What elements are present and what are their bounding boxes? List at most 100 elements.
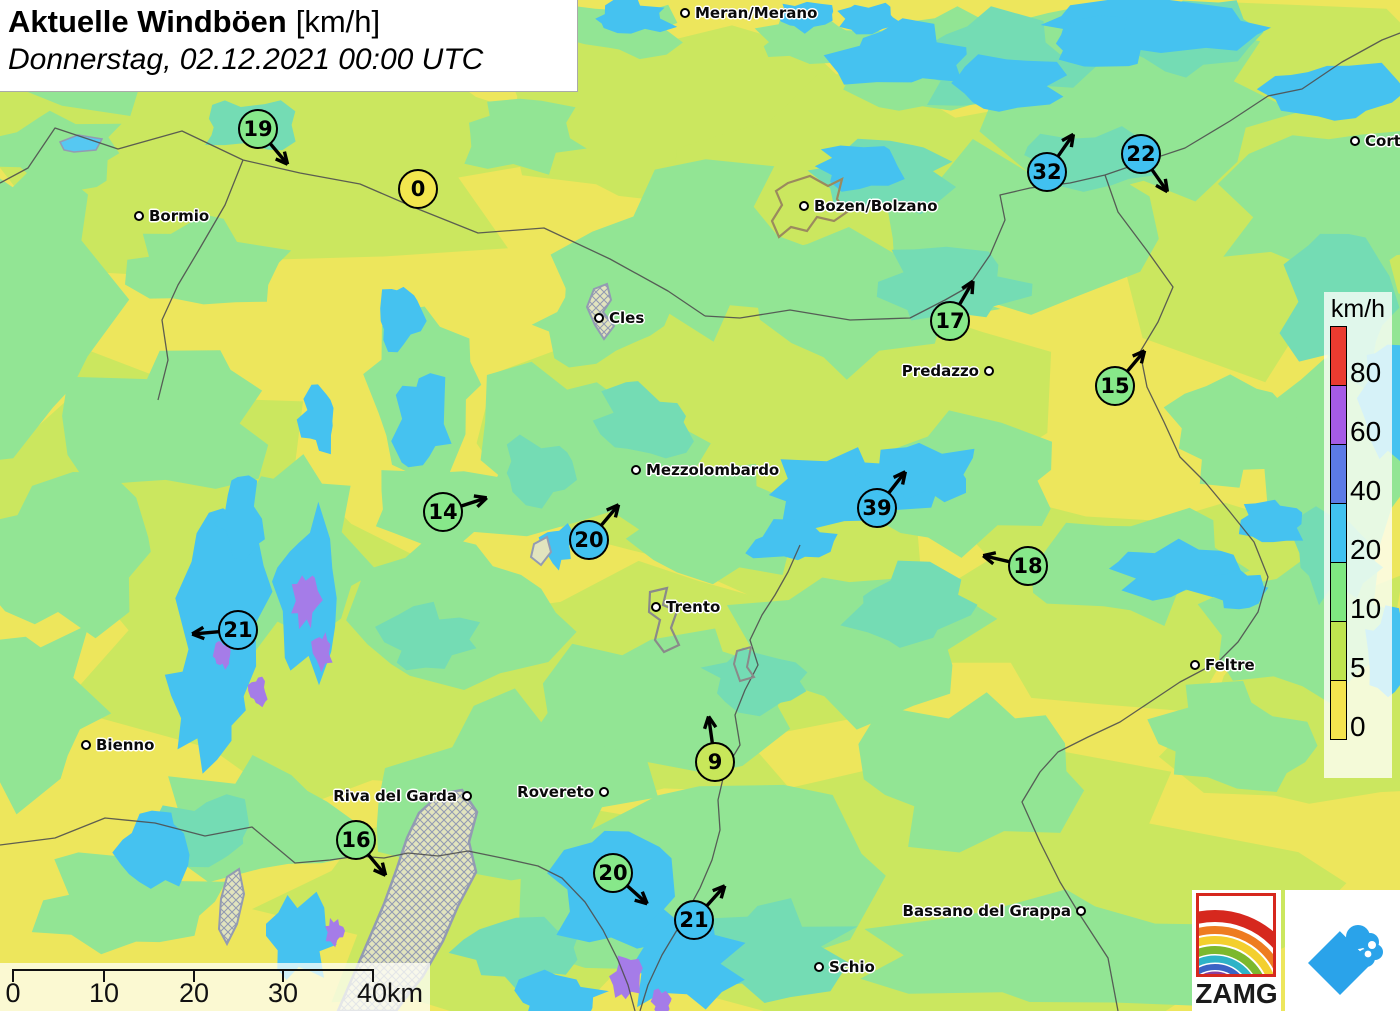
station-marker: 32	[1027, 152, 1067, 192]
scale-label: 40km	[356, 978, 424, 1008]
scale-label: 30	[267, 978, 299, 1008]
station-marker: 39	[857, 488, 897, 528]
legend-label: 5	[1350, 652, 1366, 683]
terrain-blob	[60, 444, 493, 807]
scale-label: 20	[178, 978, 210, 1008]
station-marker: 20	[593, 853, 633, 893]
terrain-blob	[1163, 374, 1307, 488]
map-title: Aktuelle Windböen [km/h]	[8, 3, 569, 42]
station-value: 0	[410, 177, 426, 201]
legend-segment	[1330, 562, 1347, 622]
station-marker: 20	[569, 520, 609, 560]
terrain-blob	[1256, 62, 1400, 121]
station-value: 14	[428, 500, 458, 524]
zamg-logo-text: ZAMG	[1195, 978, 1278, 1009]
scale-tick	[103, 969, 105, 982]
city: Meran/Merano	[680, 4, 817, 22]
terrain-blob	[609, 955, 643, 1000]
city-label: Cles	[609, 309, 645, 327]
legend-segment	[1330, 680, 1347, 740]
station-value: 39	[862, 496, 892, 520]
station-value: 21	[679, 908, 709, 932]
city: Cles	[594, 309, 644, 327]
terrain-blob	[1108, 538, 1241, 601]
legend-label: 60	[1350, 416, 1382, 447]
terrain-blob	[266, 891, 337, 980]
scale-tick	[372, 969, 374, 982]
city-label: Schio	[829, 958, 875, 976]
terrain-blob	[700, 647, 808, 717]
city-dot	[134, 211, 144, 221]
terrain-blob	[247, 676, 268, 708]
legend-segment	[1330, 621, 1347, 681]
terrain-blob	[650, 988, 672, 1011]
city-label: Cortina	[1365, 132, 1400, 150]
city-dot	[1350, 136, 1360, 146]
terrain-blob	[840, 560, 978, 648]
city: Bienno	[81, 736, 154, 754]
city: Predazzo	[902, 362, 994, 380]
terrain-blob	[1238, 499, 1304, 543]
terrain-blob	[325, 917, 345, 948]
terrain-blob	[876, 246, 1033, 321]
lake-garda-hatch	[338, 790, 477, 1011]
city-dot	[651, 602, 661, 612]
city: Trento	[651, 598, 720, 616]
station-marker: 21	[674, 900, 714, 940]
station-value: 16	[341, 828, 371, 852]
station-marker: 22	[1121, 134, 1161, 174]
legend-segment	[1330, 326, 1347, 386]
terrain-blob	[837, 2, 900, 35]
station-value: 9	[707, 750, 723, 774]
city-outlines	[647, 174, 849, 683]
terrain-blob	[506, 434, 577, 509]
legend-segment	[1330, 385, 1347, 445]
scale-bar: 0 10 20 30 40km	[0, 963, 430, 1011]
terrain-blob	[212, 641, 231, 670]
city-label: Bozen/Bolzano	[814, 197, 938, 215]
lake-idro-hatch	[219, 869, 244, 944]
city-label: Feltre	[1205, 656, 1255, 674]
legend-label: 20	[1350, 534, 1382, 565]
station-value: 20	[598, 861, 628, 885]
terrain-blob	[514, 969, 609, 1011]
terrain-blob	[951, 54, 1068, 112]
scale-tick	[282, 969, 284, 982]
terrain-blob	[0, 110, 122, 195]
terrain-blob	[854, 442, 975, 503]
lakes	[58, 134, 616, 1011]
station-marker: 0	[398, 169, 438, 209]
station-value: 19	[243, 117, 273, 141]
title-panel: Aktuelle Windböen [km/h] Donnerstag, 02.1…	[0, 0, 578, 92]
city-label: Mezzolombardo	[646, 461, 780, 479]
city-dot	[814, 962, 824, 972]
station-value: 22	[1126, 142, 1156, 166]
terrain-blob	[391, 373, 452, 468]
terrain-blob	[213, 475, 265, 560]
terrain-blob	[754, 15, 856, 65]
legend-label: 80	[1350, 357, 1382, 388]
city: Schio	[814, 958, 875, 976]
city-dot	[81, 740, 91, 750]
scale-label: 10	[88, 978, 120, 1008]
map-subtitle: Donnerstag, 02.12.2021 00:00 UTC	[8, 42, 484, 76]
station-marker: 14	[423, 492, 463, 532]
terrain-blob	[1205, 569, 1269, 610]
terrain-blob	[1055, 15, 1141, 67]
legend-label: 40	[1350, 475, 1382, 506]
city-dot	[631, 465, 641, 475]
city: Riva del Garda	[333, 787, 472, 805]
terrain-blob	[448, 916, 580, 995]
terrain-blob	[380, 286, 427, 353]
terrain-blob	[745, 519, 838, 561]
city-dot	[1076, 906, 1086, 916]
legend-panel: km/h 80 60 40 20 10 5 0	[1324, 292, 1392, 778]
terrain-blob	[1147, 680, 1318, 792]
station-marker: 18	[1008, 546, 1048, 586]
station-value: 18	[1013, 554, 1043, 578]
bozen-city-outline	[770, 174, 849, 239]
pergine-city-outline	[732, 645, 756, 683]
terrain-blob	[632, 908, 746, 1010]
city: Bozen/Bolzano	[799, 197, 938, 215]
